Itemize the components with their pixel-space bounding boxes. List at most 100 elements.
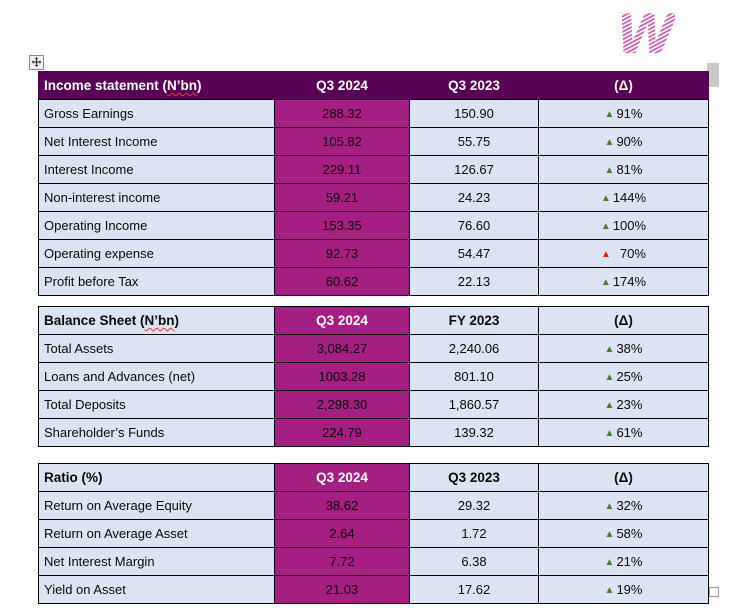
value-prior[interactable]: 22.13 — [409, 267, 539, 296]
delta-cell[interactable]: ▲ 70% — [538, 239, 709, 268]
delta-value: 70% — [619, 246, 646, 261]
value-current[interactable]: 60.62 — [274, 267, 410, 296]
value-current[interactable]: 229.11 — [274, 155, 410, 184]
income-statement-table: Income statement (N’bn) Q3 2024 Q3 2023 … — [38, 71, 709, 296]
title-squiggle-text: N’bn — [144, 313, 175, 328]
delta-cell[interactable]: ▲ 90% — [538, 127, 709, 156]
delta-up-triangle-icon: ▲ — [604, 372, 615, 383]
row-label[interactable]: Return on Average Asset — [38, 519, 275, 548]
value-current[interactable]: 92.73 — [274, 239, 410, 268]
delta-value: 21% — [616, 554, 643, 569]
row-label[interactable]: Gross Earnings — [38, 99, 275, 128]
value-prior[interactable]: 76.60 — [409, 211, 539, 240]
delta-cell[interactable]: ▲ 144% — [538, 183, 709, 212]
title-suffix-text: ) — [197, 78, 202, 93]
delta-cell[interactable]: ▲ 32% — [538, 491, 709, 520]
table-row: Total Deposits 2,298.30 1,860.57 ▲ 23% — [38, 390, 709, 419]
value-prior[interactable]: 2,240.06 — [409, 334, 539, 363]
table-title[interactable]: Ratio (%) — [38, 463, 275, 492]
value-prior[interactable]: 6.38 — [409, 547, 539, 576]
delta-cell[interactable]: ▲ 91% — [538, 99, 709, 128]
table-row: Total Assets 3,084.27 2,240.06 ▲ 38% — [38, 334, 709, 363]
delta-value: 174% — [612, 274, 647, 289]
delta-cell[interactable]: ▲ 61% — [538, 418, 709, 447]
table-header-row: Income statement (N’bn) Q3 2024 Q3 2023 … — [38, 71, 709, 100]
row-label[interactable]: Shareholder’s Funds — [38, 418, 275, 447]
table-move-handle[interactable] — [29, 55, 44, 70]
value-current[interactable]: 38.62 — [274, 491, 410, 520]
row-label[interactable]: Profit before Tax — [38, 267, 275, 296]
value-prior[interactable]: 126.67 — [409, 155, 539, 184]
column-header-q3-2023[interactable]: Q3 2023 — [409, 463, 539, 492]
value-prior[interactable]: 17.62 — [409, 575, 539, 604]
table-title[interactable]: Balance Sheet (N’bn) — [38, 306, 275, 335]
delta-value: 91% — [616, 106, 643, 121]
column-header-delta[interactable]: (Δ) — [538, 306, 709, 335]
value-current[interactable]: 59.21 — [274, 183, 410, 212]
value-prior[interactable]: 801.10 — [409, 362, 539, 391]
delta-cell[interactable]: ▲ 21% — [538, 547, 709, 576]
four-way-move-icon — [31, 57, 42, 67]
delta-cell[interactable]: ▲ 19% — [538, 575, 709, 604]
value-prior[interactable]: 54.47 — [409, 239, 539, 268]
value-prior[interactable]: 1,860.57 — [409, 390, 539, 419]
delta-up-triangle-icon: ▲ — [604, 165, 615, 176]
value-current[interactable]: 288.32 — [274, 99, 410, 128]
delta-cell[interactable]: ▲ 25% — [538, 362, 709, 391]
column-header-q3-2024[interactable]: Q3 2024 — [274, 71, 410, 100]
value-current[interactable]: 2,298.30 — [274, 390, 410, 419]
row-label[interactable]: Interest Income — [38, 155, 275, 184]
row-label[interactable]: Return on Average Equity — [38, 491, 275, 520]
row-label[interactable]: Loans and Advances (net) — [38, 362, 275, 391]
scrollbar-thumb[interactable] — [707, 63, 719, 87]
row-label[interactable]: Non-interest income — [38, 183, 275, 212]
delta-up-triangle-icon: ▲ — [600, 193, 611, 204]
value-prior[interactable]: 24.23 — [409, 183, 539, 212]
column-header-q3-2024[interactable]: Q3 2024 — [274, 463, 410, 492]
delta-cell[interactable]: ▲ 58% — [538, 519, 709, 548]
delta-up-triangle-icon: ▲ — [600, 221, 611, 232]
delta-cell[interactable]: ▲ 23% — [538, 390, 709, 419]
delta-cell[interactable]: ▲ 174% — [538, 267, 709, 296]
title-text: Income statement ( — [44, 78, 168, 93]
value-current[interactable]: 153.35 — [274, 211, 410, 240]
table-row: Net Interest Margin 7.72 6.38 ▲ 21% — [38, 547, 709, 576]
column-header-delta[interactable]: (Δ) — [538, 71, 709, 100]
column-header-delta[interactable]: (Δ) — [538, 463, 709, 492]
row-label[interactable]: Total Deposits — [38, 390, 275, 419]
value-prior[interactable]: 29.32 — [409, 491, 539, 520]
value-current[interactable]: 3,084.27 — [274, 334, 410, 363]
delta-cell[interactable]: ▲ 100% — [538, 211, 709, 240]
table-header-row: Ratio (%) Q3 2024 Q3 2023 (Δ) — [38, 463, 709, 492]
value-current[interactable]: 224.79 — [274, 418, 410, 447]
delta-cell[interactable]: ▲ 81% — [538, 155, 709, 184]
delta-cell[interactable]: ▲ 38% — [538, 334, 709, 363]
table-row: Gross Earnings 288.32 150.90 ▲ 91% — [38, 99, 709, 128]
table-row: Operating expense 92.73 54.47 ▲ 70% — [38, 239, 709, 268]
value-prior[interactable]: 55.75 — [409, 127, 539, 156]
table-resize-handle[interactable] — [709, 587, 719, 597]
value-current[interactable]: 7.72 — [274, 547, 410, 576]
row-label[interactable]: Operating Income — [38, 211, 275, 240]
row-label[interactable]: Total Assets — [38, 334, 275, 363]
value-current[interactable]: 1003.28 — [274, 362, 410, 391]
table-title[interactable]: Income statement (N’bn) — [38, 71, 275, 100]
value-prior[interactable]: 139.32 — [409, 418, 539, 447]
table-row: Non-interest income 59.21 24.23 ▲ 144% — [38, 183, 709, 212]
value-prior[interactable]: 150.90 — [409, 99, 539, 128]
value-prior[interactable]: 1.72 — [409, 519, 539, 548]
column-header-fy-2023[interactable]: FY 2023 — [409, 306, 539, 335]
balance-sheet-table: Balance Sheet (N’bn) Q3 2024 FY 2023 (Δ)… — [38, 306, 709, 447]
delta-up-triangle-icon: ▲ — [604, 529, 615, 540]
row-label[interactable]: Yield on Asset — [38, 575, 275, 604]
value-current[interactable]: 21.03 — [274, 575, 410, 604]
value-current[interactable]: 105.82 — [274, 127, 410, 156]
row-label[interactable]: Operating expense — [38, 239, 275, 268]
value-current[interactable]: 2.64 — [274, 519, 410, 548]
column-header-q3-2024[interactable]: Q3 2024 — [274, 306, 410, 335]
row-label[interactable]: Net Interest Income — [38, 127, 275, 156]
table-row: Return on Average Asset 2.64 1.72 ▲ 58% — [38, 519, 709, 548]
delta-value: 90% — [616, 134, 643, 149]
column-header-q3-2023[interactable]: Q3 2023 — [409, 71, 539, 100]
row-label[interactable]: Net Interest Margin — [38, 547, 275, 576]
